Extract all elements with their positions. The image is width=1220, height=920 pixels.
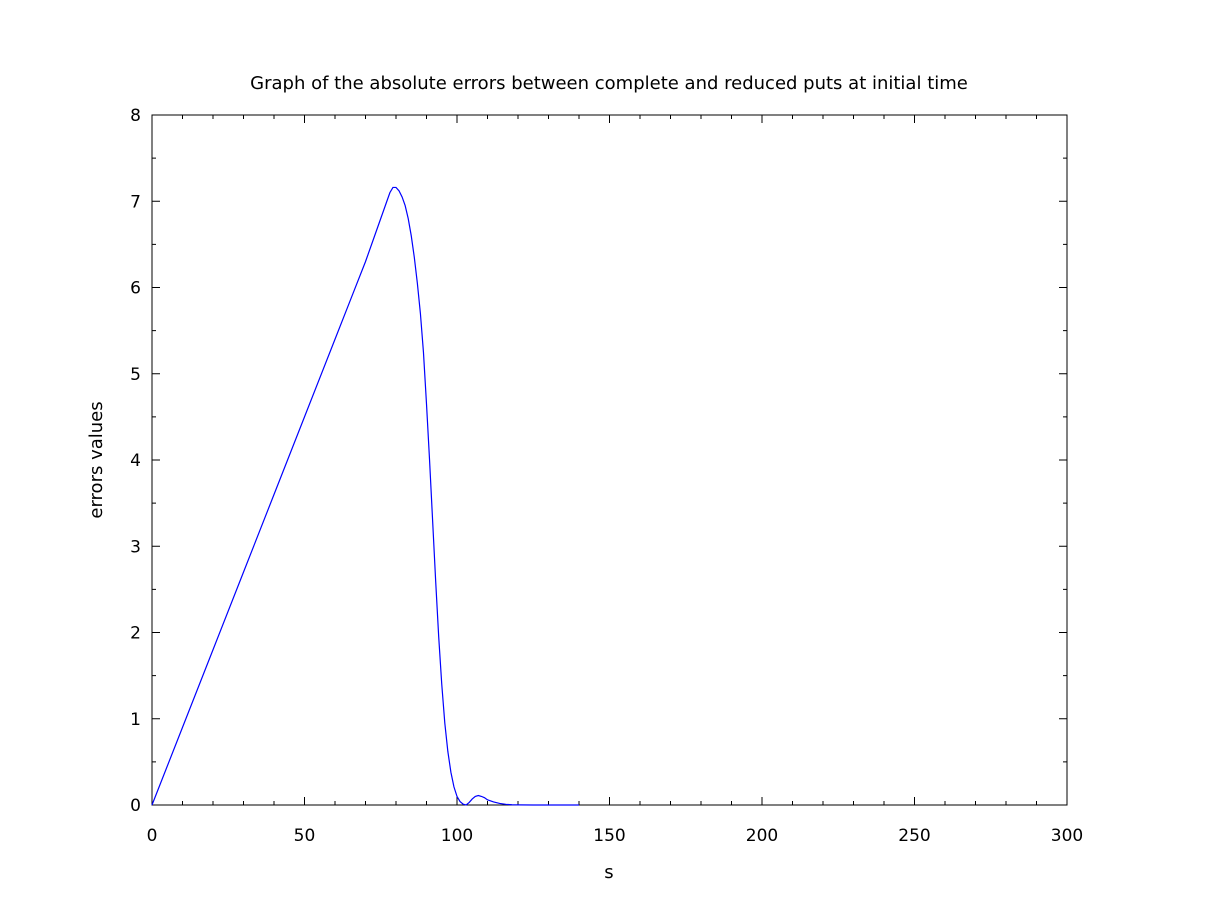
y-tick-label: 3	[130, 537, 141, 557]
y-tick-label: 4	[130, 451, 141, 471]
x-tick-label: 150	[593, 826, 625, 846]
x-axis-title: s	[604, 862, 613, 883]
chart-title: Graph of the absolute errors between com…	[250, 73, 968, 94]
y-tick-label: 6	[130, 279, 141, 299]
x-tick-label: 300	[1051, 826, 1083, 846]
x-tick-label: 0	[147, 826, 158, 846]
y-axis: 0 1 2 3 4 5 6 7 8	[130, 106, 1067, 816]
x-tick-label: 250	[898, 826, 930, 846]
x-axis: 0 50 100 150 200 250 300	[147, 115, 1083, 846]
y-tick-label: 7	[130, 192, 141, 212]
y-tick-label: 5	[130, 365, 141, 385]
y-tick-label: 8	[130, 106, 141, 126]
y-tick-label: 2	[130, 624, 141, 644]
x-tick-label: 200	[746, 826, 778, 846]
y-tick-label: 1	[130, 710, 141, 730]
x-tick-label: 50	[294, 826, 316, 846]
y-axis-title: errors values	[86, 401, 107, 518]
plot-frame	[151, 114, 1068, 806]
x-tick-label: 100	[441, 826, 473, 846]
series-line	[151, 186, 579, 806]
y-tick-label: 0	[130, 796, 141, 816]
